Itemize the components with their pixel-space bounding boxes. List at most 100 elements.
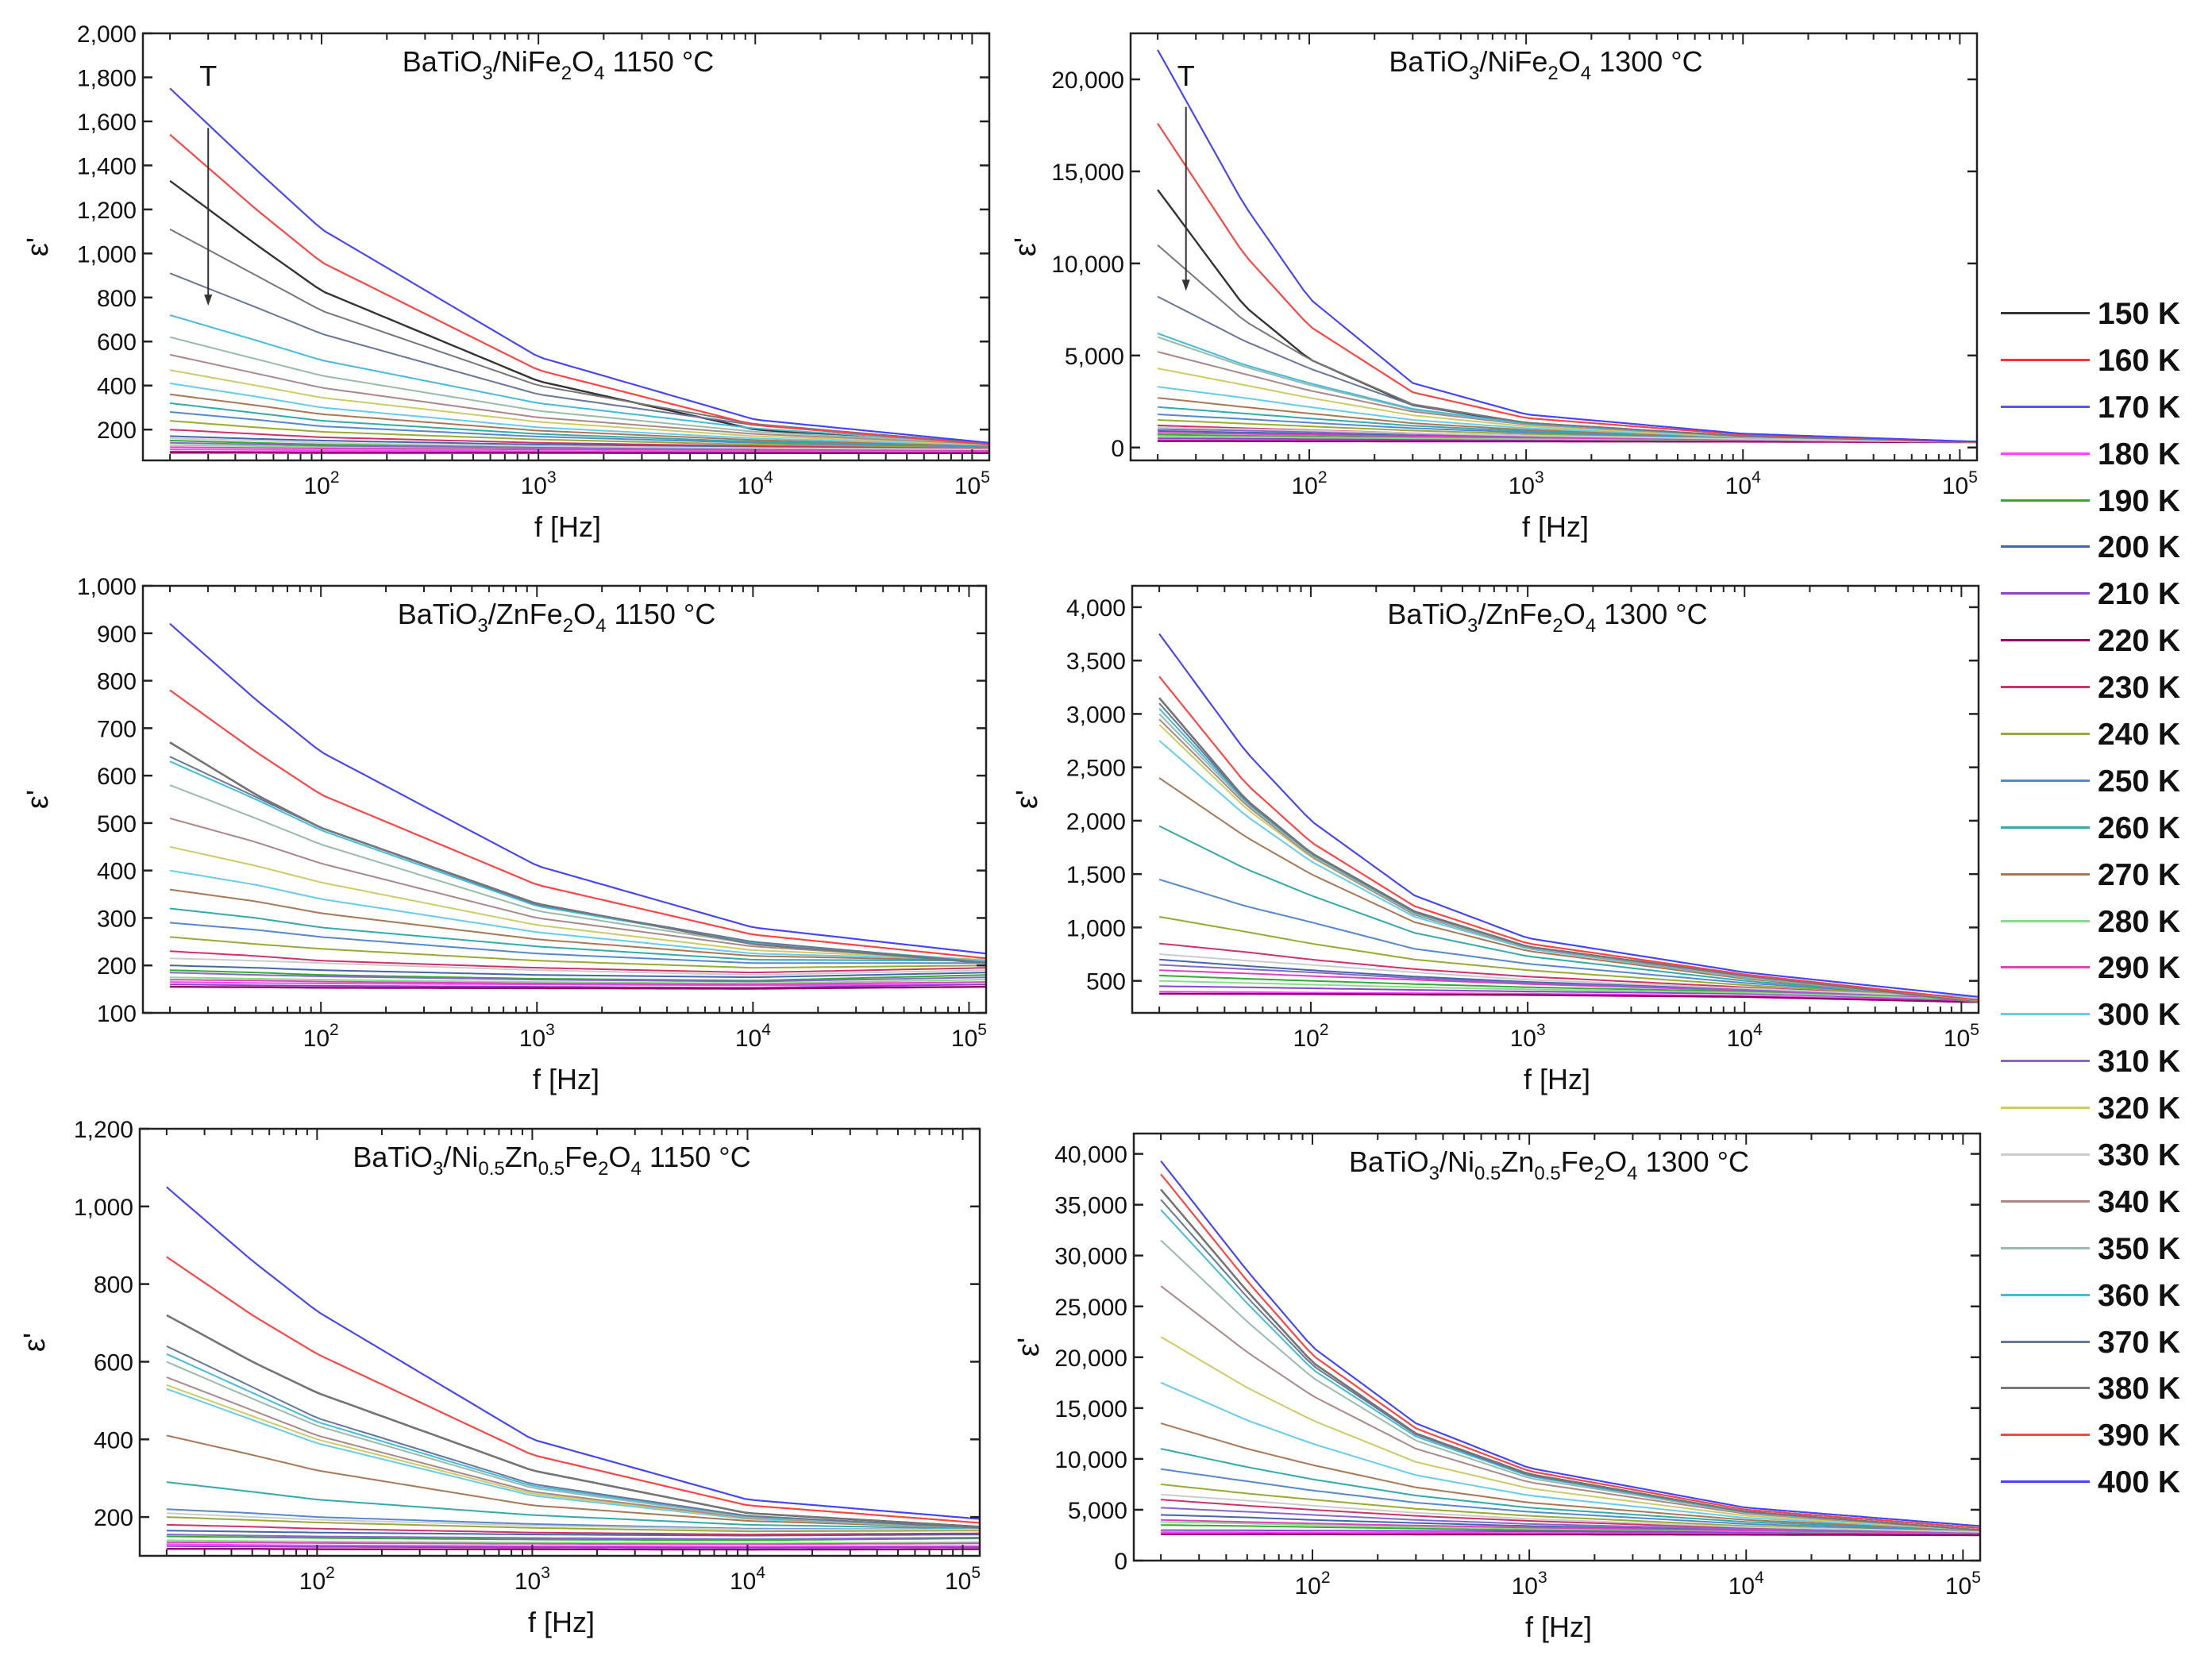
series-line-380-k <box>169 228 989 445</box>
series-line-180-k <box>166 1543 980 1548</box>
legend-swatch <box>2001 872 2090 876</box>
series-line-330-k <box>1161 1493 1980 1533</box>
series-line-320-k <box>1160 1336 1980 1531</box>
legend-item: 290 K <box>2001 948 2212 995</box>
series-line-310-k <box>169 972 986 983</box>
legend-item: 210 K <box>2001 574 2212 621</box>
series-line-180-k <box>169 981 986 987</box>
series-line-360-k <box>1158 708 1979 1003</box>
y-tick-label: 800 <box>97 286 137 312</box>
legend-label: 170 K <box>2098 390 2181 425</box>
series-line-380-k <box>1157 244 1977 443</box>
y-tick-label: 0 <box>1114 1549 1127 1575</box>
series-line-220-k <box>170 452 989 454</box>
y-axis-label: ε' <box>1012 1338 1046 1357</box>
series-line-390-k <box>166 1256 980 1524</box>
x-axis-label: f [Hz] <box>1522 510 1589 543</box>
plot-frame <box>1132 1132 1982 1562</box>
series-line-180-k <box>170 448 989 453</box>
y-tick-label: 600 <box>94 1349 133 1376</box>
series-line-370-k <box>169 756 986 964</box>
series-line-310-k <box>166 1534 980 1540</box>
y-tick-label: 100 <box>97 1001 137 1027</box>
legend-swatch <box>2001 452 2090 455</box>
y-tick-label: 1,000 <box>77 574 137 600</box>
series-line-350-k <box>166 1361 980 1529</box>
series-line-320-k <box>169 369 989 445</box>
y-tick-label: 20,000 <box>1051 67 1124 94</box>
series-line-280-k <box>169 976 986 984</box>
legend-swatch <box>2001 1434 2090 1437</box>
y-tick-label: 1,000 <box>1066 915 1126 941</box>
chart-panel-2: 0 5,000 10,000 15,000 20,000 102 103 104 105 f [H… <box>1009 32 1979 543</box>
y-tick-label: 800 <box>97 669 137 695</box>
x-tick-label: 102 <box>299 1564 335 1595</box>
series-line-270-k <box>169 393 989 447</box>
y-axis-label: ε' <box>21 237 55 256</box>
series-line-260-k <box>169 402 989 447</box>
series-line-300-k <box>169 382 989 446</box>
series-line-290-k <box>169 979 986 986</box>
annotation-arrowhead <box>204 294 213 306</box>
y-tick-label: 1,400 <box>77 153 137 179</box>
x-tick-label: 102 <box>1293 1021 1328 1052</box>
chart-title: BaTiO3/Ni0.5Zn0.5Fe2O4 1300 °C <box>1349 1145 1749 1184</box>
series-line-170-k <box>166 1186 980 1520</box>
legend-swatch <box>2001 919 2090 922</box>
legend-swatch <box>2001 1060 2090 1063</box>
legend-swatch <box>2001 1246 2090 1249</box>
series-line-260-k <box>1160 1448 1980 1532</box>
series-line-290-k <box>166 1541 980 1546</box>
series-line-150-k <box>169 179 989 448</box>
y-tick-label: 500 <box>1086 969 1126 995</box>
legend-label: 250 K <box>2098 764 2181 799</box>
legend-swatch <box>2001 312 2090 314</box>
series-line-230-k <box>170 429 989 449</box>
legend-label: 210 K <box>2098 577 2181 612</box>
series-line-210-k <box>169 984 986 989</box>
y-tick-label: 5,000 <box>1068 1498 1127 1524</box>
series-line-330-k <box>1158 426 1977 443</box>
legend-swatch <box>2001 1013 2090 1016</box>
series-line-240-k <box>169 936 986 969</box>
x-tick-label: 102 <box>1291 468 1327 499</box>
series-line-280-k <box>1159 980 1979 1001</box>
legend-label: 260 K <box>2098 810 2181 845</box>
legend-swatch <box>2001 592 2090 595</box>
series-line-240-k <box>1158 916 1979 999</box>
legend-item: 360 K <box>2001 1276 2212 1322</box>
y-axis-label: ε' <box>18 1333 52 1352</box>
x-tick-label: 105 <box>1945 1569 1981 1599</box>
series-line-350-k <box>169 336 989 445</box>
legend-item: 160 K <box>2001 341 2212 387</box>
y-tick-label: 5,000 <box>1065 344 1124 370</box>
legend-label: 220 K <box>2098 624 2181 659</box>
y-tick-label: 1,200 <box>74 1117 133 1143</box>
y-tick-label: 900 <box>97 622 137 648</box>
series-line-290-k <box>1161 1519 1980 1534</box>
series-line-170-k <box>1160 1160 1980 1527</box>
series-line-300-k <box>1158 740 1979 1003</box>
x-tick-label: 103 <box>1510 1021 1546 1052</box>
series-line-210-k <box>166 1545 980 1549</box>
series-line-200-k <box>166 1530 980 1537</box>
legend-label: 330 K <box>2098 1138 2181 1173</box>
y-tick-label: 1,800 <box>77 65 137 91</box>
legend-label: 270 K <box>2098 857 2181 892</box>
series-line-300-k <box>1160 1381 1980 1531</box>
y-tick-label: 40,000 <box>1054 1142 1127 1168</box>
chart-title: BaTiO3/Ni0.5Zn0.5Fe2O4 1150 °C <box>353 1141 750 1180</box>
series-line-380-k <box>1160 1188 1980 1531</box>
y-tick-label: 35,000 <box>1054 1193 1127 1219</box>
series-line-190-k <box>169 969 986 982</box>
x-axis-label: f [Hz] <box>1524 1063 1590 1095</box>
chart-panel-5: 200 400 600 800 1,000 1,200 102 103 104 105 f [Hz]… <box>18 1117 981 1638</box>
legend-item: 200 K <box>2001 527 2212 574</box>
y-tick-label: 10,000 <box>1054 1447 1127 1473</box>
series-line-290-k <box>170 446 989 452</box>
x-tick-label: 105 <box>945 1564 981 1595</box>
series-line-180-k <box>1159 991 1979 1003</box>
series-line-250-k <box>169 922 986 964</box>
series-line-370-k <box>1158 703 1979 1003</box>
legend-swatch <box>2001 779 2090 782</box>
